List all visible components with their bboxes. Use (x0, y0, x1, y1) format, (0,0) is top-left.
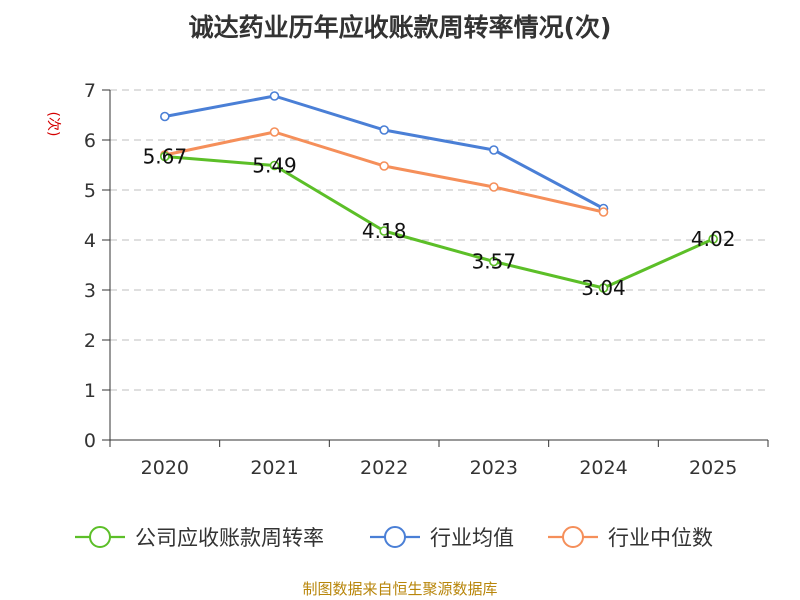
series-point-0 (598, 283, 609, 293)
data-label: 4.02 (691, 227, 736, 251)
x-tick-label-2024: 2024 (579, 457, 627, 479)
data-label: 3.57 (472, 250, 517, 274)
data-label: 4.18 (362, 219, 407, 243)
data-labels: 5.67 5.49 4.18 3.57 3.04 4.02 (143, 145, 736, 301)
series-point-0 (379, 226, 389, 236)
series-point-2 (489, 182, 499, 192)
legend-item-0: 公司应收账款周转率 (75, 526, 324, 550)
legend: 公司应收账款周转率 行业均值 行业中位数 (75, 526, 713, 550)
series-point-0 (708, 234, 718, 244)
series-point-1 (269, 91, 280, 101)
y-tick-label: 2 (84, 330, 96, 352)
x-tick-label-2021: 2021 (250, 457, 298, 479)
source-note: 制图数据来自恒生聚源数据库 (302, 580, 497, 598)
series-point-1 (160, 111, 170, 122)
y-tick-label: 5 (84, 180, 96, 202)
y-tick-label: 3 (84, 280, 96, 302)
series-point-1 (379, 125, 389, 135)
legend-label: 行业中位数 (608, 526, 713, 550)
legend-label: 行业均值 (430, 526, 514, 550)
series-point-2 (379, 161, 389, 171)
legend-marker (384, 526, 406, 548)
data-label: 5.49 (252, 154, 297, 178)
series-point-0 (489, 256, 499, 267)
series-lines (160, 91, 718, 293)
legend-label: 公司应收账款周转率 (135, 526, 324, 550)
series-point-2 (598, 207, 609, 217)
series-point-0 (160, 151, 170, 162)
chart-title: 诚达药业历年应收账款周转率情况(次) (189, 13, 612, 42)
series-line-1 (164, 94, 605, 210)
x-tick-label-2025: 2025 (689, 457, 737, 479)
y-tick-label: 6 (84, 130, 96, 152)
legend-marker (562, 526, 584, 548)
legend-item-2: 行业中位数 (548, 526, 713, 550)
y-tick-label: 4 (84, 230, 96, 252)
data-label: 5.67 (143, 145, 188, 169)
y-tick-label: 0 (84, 430, 96, 452)
y-tick-label: 7 (84, 80, 96, 102)
series-point-1 (489, 145, 499, 155)
x-tick-label-2022: 2022 (360, 457, 408, 479)
series-point-2 (269, 127, 280, 137)
legend-item-1: 行业均值 (370, 526, 514, 550)
x-tick-label-2020: 2020 (141, 457, 189, 479)
axes: 0 1 2 3 4 5 6 7 2020 2021 2022 2023 2024 2025 (84, 80, 769, 479)
series-line-0 (164, 155, 714, 290)
data-label: 3.04 (581, 276, 626, 300)
x-tick-label-2023: 2023 (470, 457, 518, 479)
series-point-0 (269, 160, 280, 171)
legend-marker (89, 526, 111, 548)
y-tick-label: 1 (84, 380, 96, 402)
grid-lines (110, 89, 768, 391)
y-axis-label: (次) (45, 112, 61, 137)
